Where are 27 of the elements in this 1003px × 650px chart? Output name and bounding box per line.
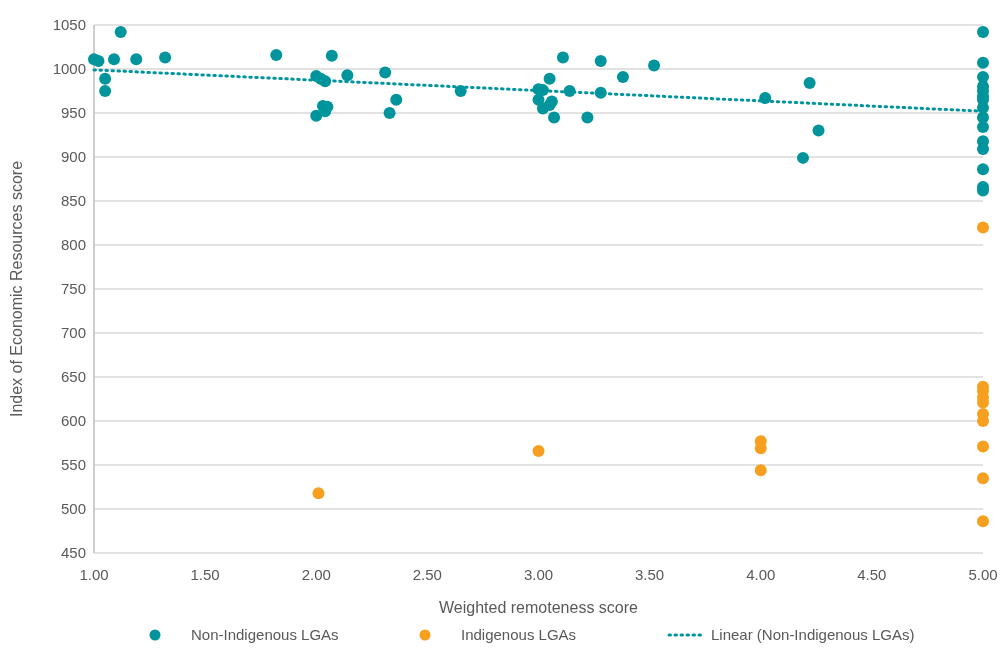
x-tick-label: 1.00 xyxy=(79,566,109,583)
x-axis-title: Weighted remoteness score xyxy=(439,599,639,616)
y-tick-label: 750 xyxy=(60,280,86,298)
x-tick-label: 2.00 xyxy=(301,566,331,583)
y-tick-label: 950 xyxy=(60,104,86,122)
y-tick-label: 1050 xyxy=(52,16,86,34)
y-tick-label: 550 xyxy=(60,456,86,474)
x-tick-label: 3.50 xyxy=(635,566,665,583)
y-tick-label: 1000 xyxy=(52,60,86,78)
y-tick-label: 500 xyxy=(60,500,86,518)
y-tick-label: 600 xyxy=(60,412,86,430)
y-tick-label: 650 xyxy=(60,368,86,386)
x-tick-label: 4.00 xyxy=(746,566,776,583)
y-tick-label: 700 xyxy=(60,324,86,342)
legend-label: Linear (Non-Indigenous LGAs) xyxy=(711,626,915,643)
y-tick-label: 800 xyxy=(60,236,86,254)
legend-label: Indigenous LGAs xyxy=(461,626,577,643)
x-tick-label: 2.50 xyxy=(412,566,442,583)
x-tick-label: 1.50 xyxy=(190,566,220,583)
y-tick-label: 900 xyxy=(60,148,86,166)
x-tick-label: 3.00 xyxy=(523,566,554,583)
x-tick-label: 5.00 xyxy=(968,566,998,583)
legend-label: Non-Indigenous LGAs xyxy=(191,626,339,643)
y-tick-label: 450 xyxy=(60,544,86,562)
y-axis-title: Index of Economic Resources score xyxy=(8,160,25,418)
y-tick-label: 850 xyxy=(60,192,86,210)
x-tick-label: 4.50 xyxy=(857,566,887,583)
